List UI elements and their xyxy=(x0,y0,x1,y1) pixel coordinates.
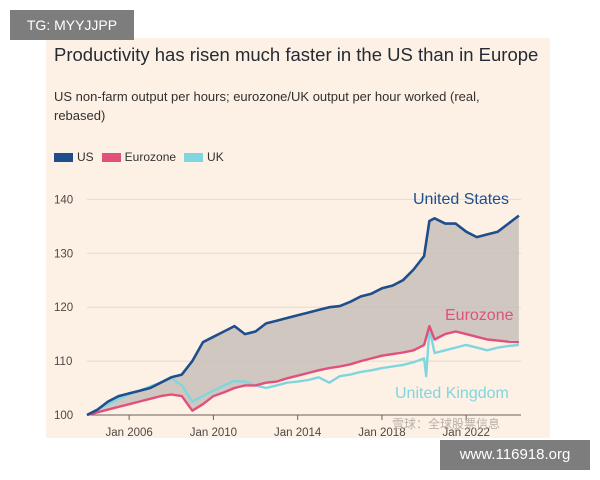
legend-swatch-us xyxy=(54,152,73,162)
legend-label-uk: UK xyxy=(207,150,224,164)
watermark-top-left: TG: MYYJJPP xyxy=(10,10,134,40)
watermark-bottom-right: www.116918.org xyxy=(440,440,590,470)
legend-item-eurozone: Eurozone xyxy=(101,150,177,164)
legend-item-uk: UK xyxy=(184,150,224,164)
y-tick-label: 120 xyxy=(54,302,73,314)
us-eurozone-gap-area xyxy=(87,215,519,415)
eurozone-line xyxy=(86,324,519,417)
chart-title: Productivity has risen much faster in th… xyxy=(54,44,539,65)
series-layer xyxy=(86,214,520,417)
y-tick-label: 110 xyxy=(54,356,72,368)
annotation-united-kingdom: United Kingdom xyxy=(395,385,509,402)
x-tick-label: Jan 2010 xyxy=(190,427,237,439)
label-layer: United States Eurozone United Kingdom xyxy=(395,191,514,402)
y-tick-label: 140 xyxy=(54,194,73,206)
x-tick-label: Jan 2022 xyxy=(443,427,490,439)
y-tick-label: 130 xyxy=(54,248,73,260)
chart-subtitle: US non-farm output per hours; eurozone/U… xyxy=(54,89,480,123)
legend-swatch-eurozone xyxy=(101,152,121,162)
x-tick-label: Jan 2018 xyxy=(358,427,405,439)
watermark-overlay: 雪球：全球股票信息 xyxy=(392,416,500,431)
legend-swatch-uk xyxy=(184,152,204,162)
chart-legend: US Eurozone UK xyxy=(54,150,232,164)
legend-item-us: US xyxy=(54,150,94,164)
legend-label-eurozone: Eurozone xyxy=(124,150,177,164)
x-tick-label: Jan 2006 xyxy=(105,427,152,439)
annotation-united-states: United States xyxy=(413,191,509,208)
x-tick-label: Jan 2014 xyxy=(274,427,322,439)
y-tick-label: 100 xyxy=(54,410,73,422)
legend-label-us: US xyxy=(77,150,94,164)
annotation-eurozone: Eurozone xyxy=(445,307,514,324)
us-line xyxy=(86,214,520,417)
